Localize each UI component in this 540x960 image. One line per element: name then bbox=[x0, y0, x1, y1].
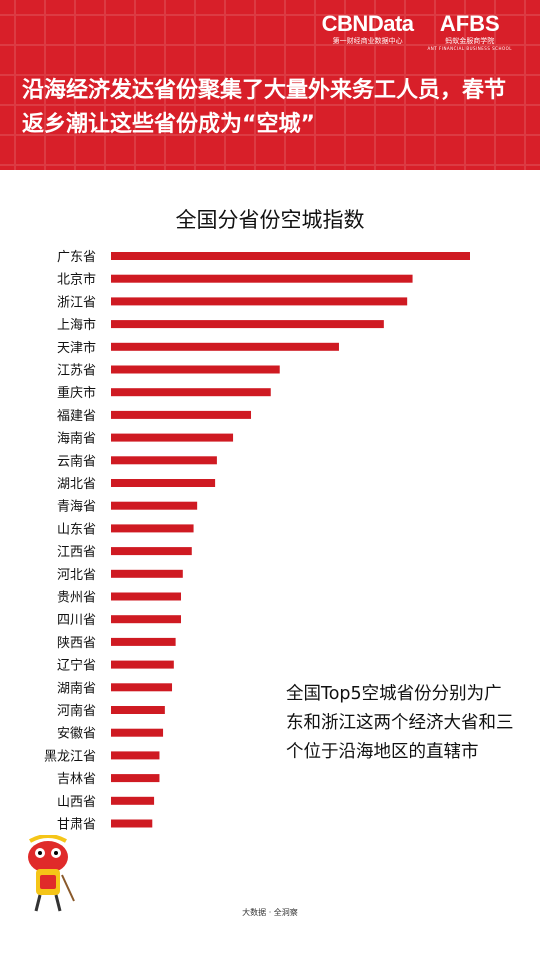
category-label: 贵州省 bbox=[57, 591, 96, 606]
bar bbox=[111, 706, 165, 714]
bar bbox=[111, 342, 339, 351]
bar bbox=[111, 524, 194, 533]
bar bbox=[111, 410, 252, 419]
bar bbox=[111, 297, 408, 306]
bar bbox=[111, 388, 271, 397]
bar bbox=[111, 592, 182, 601]
category-label: 云南省 bbox=[57, 453, 96, 469]
category-label: 陕西省 bbox=[57, 636, 96, 651]
cbndata-name: CBNData bbox=[321, 11, 414, 36]
category-label: 上海市 bbox=[57, 317, 96, 333]
source-footer: 大数据 · 全洞察 bbox=[242, 908, 298, 917]
chart-title: 全国分省份空城指数 bbox=[175, 208, 365, 232]
bar bbox=[111, 660, 174, 669]
headline: 沿海经济发达省份聚集了大量外来务工人员，春节返乡潮让这些省份成为“空城” bbox=[22, 78, 507, 137]
category-label: 湖北省 bbox=[57, 477, 96, 492]
pattern-decoration bbox=[0, 0, 540, 170]
afbs-logo: AFBS 蚂蚁金服商学院 ANT FINANCIAL BUSINESS SCHO… bbox=[428, 12, 512, 52]
bar bbox=[111, 683, 173, 692]
bar bbox=[111, 728, 164, 737]
category-label: 辽宁省 bbox=[57, 658, 96, 674]
brand-logos: CBNData 第一财经商业数据中心 AFBS 蚂蚁金服商学院 ANT FINA… bbox=[322, 12, 512, 52]
cbndata-subtitle: 第一财经商业数据中心 bbox=[332, 37, 403, 45]
bar bbox=[111, 365, 280, 374]
bar bbox=[111, 615, 182, 624]
bar bbox=[111, 751, 160, 760]
category-label: 广东省 bbox=[57, 250, 96, 265]
bar bbox=[111, 501, 198, 510]
category-label: 江苏省 bbox=[57, 363, 96, 379]
category-label: 安徽省 bbox=[57, 727, 96, 742]
lion-dance-mascot-icon bbox=[28, 835, 75, 912]
category-label: 天津市 bbox=[57, 340, 96, 356]
category-label: 重庆市 bbox=[57, 385, 96, 401]
bar bbox=[111, 796, 155, 805]
cbndata-logo: CBNData 第一财经商业数据中心 bbox=[322, 12, 414, 46]
bar bbox=[111, 479, 216, 487]
category-label: 江西省 bbox=[57, 545, 96, 560]
category-label: 甘肃省 bbox=[57, 818, 96, 833]
bar bbox=[111, 433, 234, 442]
category-label: 四川省 bbox=[57, 613, 96, 628]
category-label: 黑龙江省 bbox=[44, 749, 96, 764]
bar bbox=[111, 774, 160, 783]
annotation-note: 全国Top5空城省份分别为广东和浙江这两个经济大省和三个位于沿海地区的直辖市 bbox=[286, 684, 514, 762]
bar bbox=[111, 252, 470, 260]
category-label: 北京市 bbox=[57, 272, 96, 288]
category-label: 浙江省 bbox=[57, 295, 96, 310]
header-banner: CBNData 第一财经商业数据中心 AFBS 蚂蚁金服商学院 ANT FINA… bbox=[0, 0, 540, 170]
category-label: 青海省 bbox=[57, 500, 96, 515]
category-label: 福建省 bbox=[57, 409, 96, 424]
category-label: 河南省 bbox=[57, 703, 96, 719]
bar bbox=[111, 569, 183, 578]
bar bbox=[111, 547, 192, 556]
bar bbox=[111, 274, 413, 283]
afbs-subtitle-en: ANT FINANCIAL BUSINESS SCHOOL bbox=[427, 46, 512, 51]
afbs-name: AFBS bbox=[439, 11, 500, 36]
bar bbox=[111, 456, 217, 465]
category-label: 山西省 bbox=[57, 795, 96, 810]
afbs-subtitle: 蚂蚁金服商学院 bbox=[445, 37, 495, 45]
category-label: 湖南省 bbox=[57, 680, 96, 696]
bar bbox=[111, 320, 384, 329]
category-label: 海南省 bbox=[57, 431, 96, 447]
bar bbox=[111, 819, 153, 828]
bar bbox=[111, 637, 176, 646]
category-label: 河北省 bbox=[57, 568, 96, 583]
category-label: 山东省 bbox=[57, 522, 96, 537]
category-label: 吉林省 bbox=[57, 772, 96, 787]
